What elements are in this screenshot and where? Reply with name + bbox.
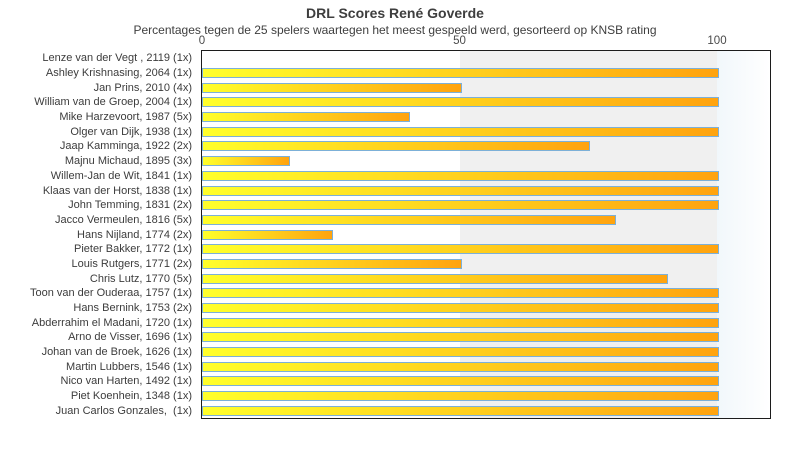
x-axis-tick-label: 100 <box>707 35 727 47</box>
bar <box>202 141 591 152</box>
y-axis-label: Jacco Vermeulen, 1816 (5x) <box>55 213 192 226</box>
y-axis-label: Hans Bernink, 1753 (2x) <box>73 302 192 315</box>
bar-row <box>202 345 770 360</box>
bar-row <box>202 286 770 301</box>
bar <box>202 317 719 328</box>
bar-row <box>202 213 770 228</box>
y-axis-label: Olger van Dijk, 1938 (1x) <box>70 125 192 138</box>
bar-row <box>202 330 770 345</box>
bar-row <box>202 315 770 330</box>
bar <box>202 347 719 358</box>
bar <box>202 273 668 284</box>
bar-row <box>202 95 770 110</box>
bar <box>202 97 719 108</box>
x-axis: 0 50 100 <box>198 35 770 49</box>
bar-row <box>202 139 770 154</box>
y-axis-label: John Temming, 1831 (2x) <box>68 199 192 212</box>
bar-row <box>202 110 770 125</box>
y-axis-label: Piet Koenhein, 1348 (1x) <box>70 390 192 403</box>
bar-rows <box>202 51 770 418</box>
bar <box>202 405 719 416</box>
y-axis-label: Hans Nijland, 1774 (2x) <box>77 228 192 241</box>
overflow-band-100-plus <box>717 51 770 418</box>
y-axis-label: Mike Harzevoort, 1987 (5x) <box>59 111 192 124</box>
bar <box>202 185 719 196</box>
bar-row <box>202 66 770 81</box>
bar <box>202 244 719 255</box>
bar <box>202 170 719 181</box>
bar-row <box>202 80 770 95</box>
bar <box>202 288 719 299</box>
bar-row <box>202 257 770 272</box>
y-axis-labels: Lenze van der Vegt , 2119 (1x) Ashley Kri… <box>0 51 197 418</box>
bar <box>202 214 616 225</box>
bar-row <box>202 389 770 404</box>
bar-row <box>202 183 770 198</box>
chart-title: DRL Scores René Goverde <box>306 5 484 21</box>
y-axis-label: Chris Lutz, 1770 (5x) <box>89 272 192 285</box>
bar <box>202 112 410 123</box>
y-axis-label: Willem-Jan de Wit, 1841 (1x) <box>50 169 192 182</box>
bar <box>202 303 719 314</box>
bar <box>202 361 719 372</box>
bar-row <box>202 404 770 419</box>
bar-row <box>202 374 770 389</box>
bar <box>202 391 719 402</box>
bar <box>202 376 719 387</box>
x-axis-tick-label: 50 <box>453 35 466 47</box>
bar <box>202 126 719 137</box>
y-axis-label: Johan van de Broek, 1626 (1x) <box>41 346 192 359</box>
y-axis-label: Toon van der Ouderaa, 1757 (1x) <box>29 287 192 300</box>
bar-row <box>202 154 770 169</box>
bar-row <box>202 271 770 286</box>
y-axis-label: Jan Prins, 2010 (4x) <box>93 81 192 94</box>
y-axis-label: Nico van Harten, 1492 (1x) <box>60 375 192 388</box>
bar-row <box>202 301 770 316</box>
y-axis-label: Pieter Bakker, 1772 (1x) <box>73 243 192 256</box>
bar <box>202 156 290 167</box>
y-axis-label: Arno de Visser, 1696 (1x) <box>68 331 192 344</box>
y-axis-label: Abderrahim el Madani, 1720 (1x) <box>31 316 192 329</box>
y-axis-label: Klaas van der Horst, 1838 (1x) <box>42 184 192 197</box>
bar <box>202 229 333 240</box>
y-axis-label: Majnu Michaud, 1895 (3x) <box>64 155 192 168</box>
plot-area <box>201 50 771 419</box>
bar <box>202 258 462 269</box>
y-axis-label: Louis Rutgers, 1771 (2x) <box>71 257 192 270</box>
bar-row <box>202 227 770 242</box>
y-axis-label: William van de Groep, 2004 (1x) <box>34 96 192 109</box>
y-axis-label: Ashley Krishnasing, 2064 (1x) <box>45 67 192 80</box>
bar-row <box>202 169 770 184</box>
bar-row <box>202 198 770 213</box>
y-axis-label: Martin Lubbers, 1546 (1x) <box>66 360 192 373</box>
x-axis-tick-label: 0 <box>198 35 206 47</box>
bar <box>202 200 719 211</box>
bar <box>202 332 719 343</box>
bar-row <box>202 124 770 139</box>
y-axis-label: Juan Carlos Gonzales, (1x) <box>55 404 192 417</box>
y-axis-label: Jaap Kamminga, 1922 (2x) <box>59 140 192 153</box>
y-axis-label: Lenze van der Vegt , 2119 (1x) <box>42 52 192 65</box>
chart-subtitle: Percentages tegen de 25 spelers waartege… <box>133 23 657 37</box>
bar-row <box>202 51 770 66</box>
bar-row <box>202 242 770 257</box>
bar <box>202 68 719 79</box>
bar <box>202 82 462 93</box>
bar-row <box>202 359 770 374</box>
